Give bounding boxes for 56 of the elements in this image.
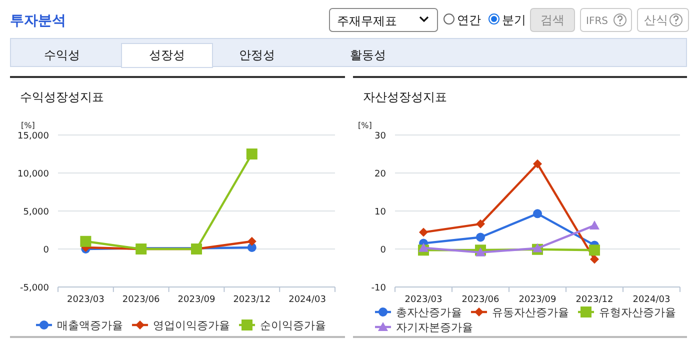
point [533,159,542,168]
text: 연간 [457,13,481,27]
x-tick-label: 2023/06 [122,295,160,305]
text: 주재무제표 [337,14,397,28]
legend-label: 순이익증가율 [260,319,326,332]
point [246,148,258,160]
y-tick-label: 30 [374,132,386,142]
point [590,254,599,264]
text: 수익성 [44,48,80,62]
point [247,236,256,246]
text: 투자분석 [10,13,66,29]
text: IFRS [586,16,608,27]
point [589,244,600,256]
point [418,242,428,252]
text: 산식 [644,13,668,27]
point [80,236,92,247]
x-tick-label: 2023/12 [233,295,271,305]
legend-label: 총자산증가율 [396,306,462,319]
y-tick-label: 15,000 [18,132,50,142]
point [476,219,485,228]
chart-title: 수익성장성지표 [20,90,104,104]
text: 검색 [540,13,564,27]
legend-label: 영업이익증가율 [153,319,230,332]
text: 분기 [502,13,526,27]
y-tick-label: 0 [380,246,386,256]
point [476,232,485,242]
point [533,209,542,218]
x-tick-label: 2023/12 [576,295,614,305]
point [476,247,486,256]
y-tick-label: 20 [374,170,386,180]
y-axis-title: [%] [358,121,372,130]
text: 성장성 [149,48,185,62]
x-tick-label: 2023/09 [178,295,216,305]
point [419,228,428,237]
x-tick-label: 2023/06 [462,295,500,305]
chart-title: 자산성장성지표 [363,90,447,104]
legend-label: 유동자산증가율 [492,306,569,319]
x-tick-label: 2024/03 [288,295,326,305]
x-tick-label: 2023/09 [518,295,556,305]
legend-label: 자기자본증가율 [396,321,473,334]
x-tick-label: 2023/03 [404,295,442,305]
x-tick-label: 2023/03 [67,295,104,305]
y-tick-label: 5,000 [23,208,50,218]
point [590,220,600,230]
y-tick-label: -10 [371,284,386,294]
y-tick-label: 10,000 [18,170,50,180]
y-tick-label: -5,000 [20,284,50,294]
y-tick-label: 10 [374,208,386,218]
x-tick-label: 2024/03 [632,295,670,305]
legend-label: 유형자산증가율 [599,306,676,319]
text: 안정성 [239,48,275,62]
y-tick-label: 0 [43,246,50,256]
text: 활동성 [350,48,386,62]
point [532,243,542,252]
legend-label: 매출액증가율 [57,319,123,332]
y-axis-title: [%] [21,121,35,130]
